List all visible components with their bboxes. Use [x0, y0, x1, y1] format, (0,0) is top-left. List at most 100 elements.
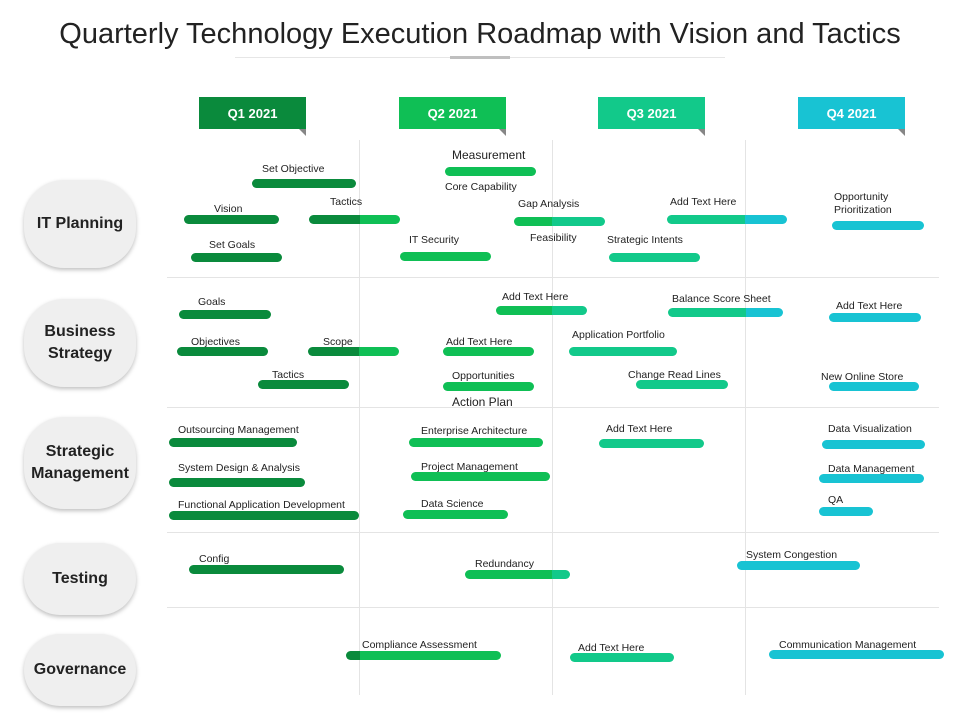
quarter-tab-q3: Q3 2021: [598, 97, 705, 136]
quarter-tab-q1: Q1 2021: [199, 97, 306, 136]
task-bar: [169, 511, 359, 520]
task-label: Application Portfolio: [572, 329, 665, 341]
task-label: System Congestion: [746, 549, 838, 561]
task-label: Opportunity Prioritization: [834, 191, 892, 216]
task-label: Set Goals: [209, 239, 256, 251]
task-label: Tactics: [330, 196, 363, 208]
quarter-label: Q1 2021: [227, 105, 278, 121]
task-label: Feasibility: [530, 232, 577, 244]
quarter-divider: [745, 140, 746, 695]
tab-fold-icon: [499, 129, 506, 136]
tab-fold-icon: [299, 129, 306, 136]
task-bar: [443, 347, 534, 356]
task-bar: [667, 215, 787, 224]
task-label: Action Plan: [452, 395, 513, 409]
task-label: Config: [199, 553, 230, 565]
task-label: Redundancy: [475, 558, 534, 570]
task-bar: [443, 382, 534, 391]
quarter-label: Q3 2021: [626, 105, 677, 121]
task-label: Goals: [198, 296, 226, 308]
category-testing: Testing: [24, 543, 136, 615]
task-label: Gap Analysis: [518, 198, 580, 210]
task-bar: [189, 565, 344, 574]
task-bar: [179, 310, 271, 319]
task-label: Communication Management: [779, 639, 917, 651]
task-label: Scope: [323, 336, 353, 348]
task-bar: [822, 440, 925, 449]
task-bar: [252, 179, 356, 188]
task-bar: [570, 653, 674, 662]
task-bar: [191, 253, 282, 262]
title-divider-accent: [450, 56, 510, 59]
task-bar: [829, 313, 921, 322]
tab-fold-icon: [898, 129, 905, 136]
task-label: System Design & Analysis: [178, 462, 300, 474]
task-label: Add Text Here: [670, 196, 737, 208]
task-label: Vision: [214, 203, 243, 215]
quarter-tab-q2: Q2 2021: [399, 97, 506, 136]
task-bar: [411, 472, 550, 481]
task-bar: [177, 347, 268, 356]
task-label: Enterprise Architecture: [421, 425, 528, 437]
task-bar: [346, 651, 501, 660]
row-divider: [167, 277, 939, 278]
task-bar: [668, 308, 783, 317]
task-bar: [514, 217, 605, 226]
task-label: QA: [828, 494, 844, 506]
task-bar: [569, 347, 677, 356]
task-label: Data Science: [421, 498, 484, 510]
task-label: Tactics: [272, 369, 305, 381]
task-bar: [308, 347, 399, 356]
task-label: Add Text Here: [606, 423, 673, 435]
task-bar: [769, 650, 944, 659]
page-title: Quarterly Technology Execution Roadmap w…: [59, 18, 901, 50]
task-bar: [832, 221, 924, 230]
row-divider: [167, 407, 939, 408]
task-label: Add Text Here: [578, 642, 645, 654]
task-bar: [737, 561, 860, 570]
task-label: Measurement: [452, 148, 526, 162]
task-bar: [496, 306, 587, 315]
task-bar: [258, 380, 349, 389]
task-bar: [445, 167, 536, 176]
task-bar: [819, 507, 873, 516]
task-label: Data Management: [828, 463, 915, 475]
quarter-label: Q2 2021: [427, 105, 478, 121]
category-strategic-management: Strategic Management: [24, 417, 136, 509]
task-label: Add Text Here: [446, 336, 513, 348]
task-bar: [599, 439, 704, 448]
tab-fold-icon: [698, 129, 705, 136]
task-bar: [403, 510, 508, 519]
task-label: Balance Score Sheet: [672, 293, 771, 305]
task-label: Core Capability: [445, 181, 517, 193]
task-bar: [465, 570, 570, 579]
task-bar: [636, 380, 728, 389]
task-label: Outsourcing Management: [178, 424, 299, 436]
task-bar: [400, 252, 491, 261]
task-label: Compliance Assessment: [362, 639, 477, 651]
row-divider: [167, 532, 939, 533]
task-label: Set Objective: [262, 163, 325, 175]
quarter-divider: [359, 140, 360, 695]
task-label: IT Security: [409, 234, 459, 246]
category-business-strategy: Business Strategy: [24, 299, 136, 387]
category-it-planning: IT Planning: [24, 180, 136, 268]
task-bar: [829, 382, 919, 391]
task-bar: [609, 253, 700, 262]
task-label: Objectives: [191, 336, 241, 348]
row-divider: [167, 607, 939, 608]
task-bar: [184, 215, 279, 224]
task-bar: [169, 478, 305, 487]
task-label: Opportunities: [452, 370, 515, 382]
task-label: Project Management: [421, 461, 518, 473]
quarter-tab-q4: Q4 2021: [798, 97, 905, 136]
task-label: Functional Application Development: [178, 499, 345, 511]
task-bar: [409, 438, 543, 447]
task-bar: [819, 474, 924, 483]
task-label: Add Text Here: [502, 291, 569, 303]
quarter-divider: [552, 140, 553, 695]
task-label: New Online Store: [821, 371, 904, 383]
task-bar: [309, 215, 400, 224]
task-label: Strategic Intents: [607, 234, 683, 246]
task-bar: [169, 438, 297, 447]
